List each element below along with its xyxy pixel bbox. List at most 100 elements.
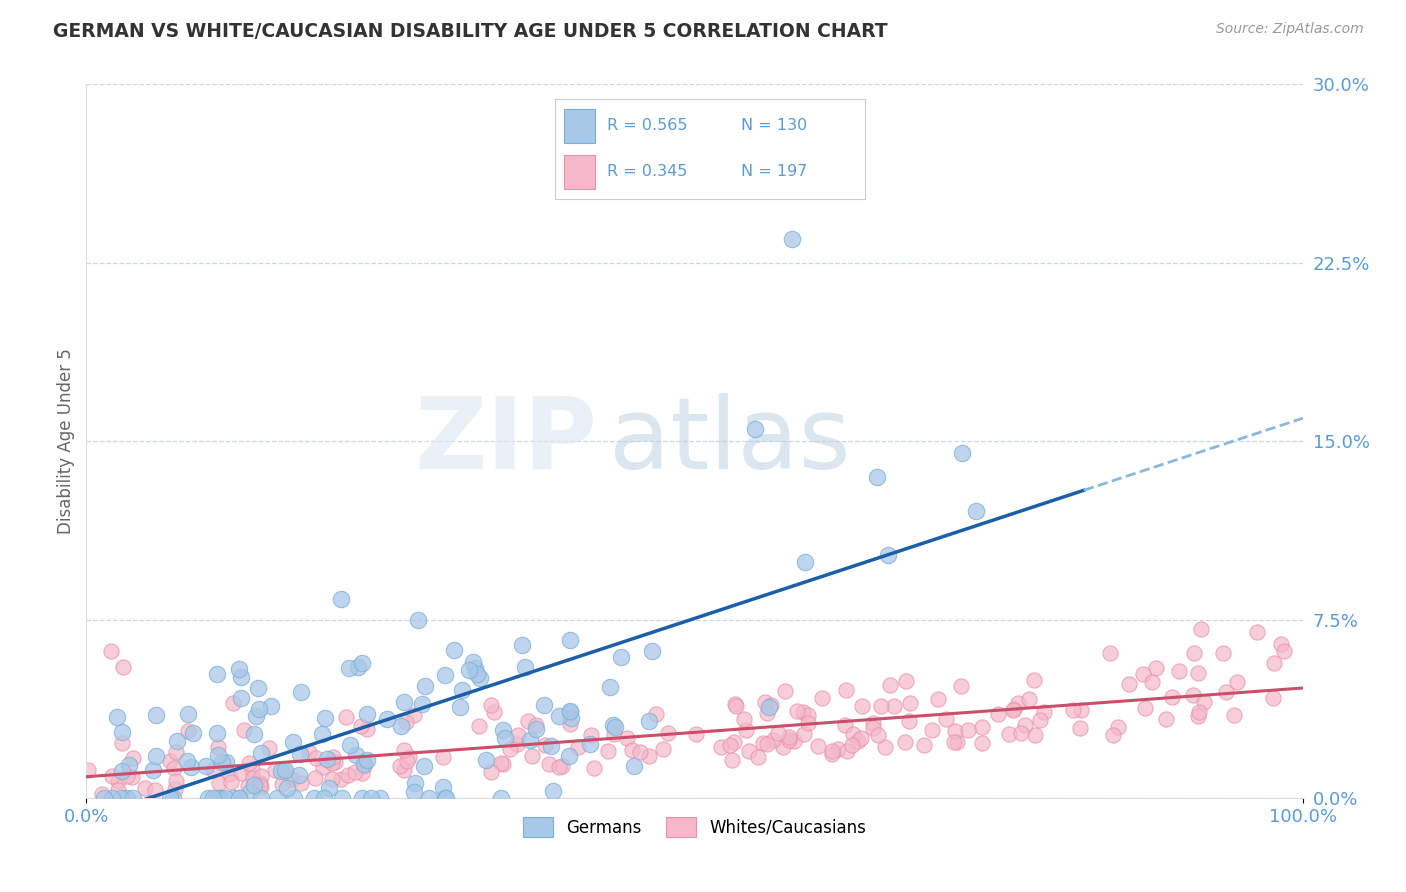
Point bbox=[605, 720, 627, 734]
Point bbox=[290, 776, 312, 790]
Point bbox=[780, 232, 803, 246]
Point bbox=[236, 779, 259, 793]
Text: ZIP: ZIP bbox=[415, 392, 598, 490]
Point bbox=[432, 750, 454, 764]
Point bbox=[1132, 667, 1154, 681]
Point bbox=[229, 690, 252, 705]
Point bbox=[233, 723, 256, 737]
Point bbox=[250, 769, 273, 783]
Point bbox=[811, 690, 834, 705]
Point bbox=[247, 702, 270, 716]
Point bbox=[921, 723, 943, 737]
Point bbox=[350, 657, 373, 671]
Point bbox=[942, 735, 965, 749]
Point bbox=[602, 718, 624, 732]
Point bbox=[875, 740, 897, 755]
Point bbox=[242, 779, 264, 793]
Point bbox=[489, 756, 512, 770]
Point bbox=[841, 738, 863, 752]
Point bbox=[344, 748, 367, 763]
Point bbox=[434, 791, 457, 805]
Point bbox=[413, 680, 436, 694]
Point bbox=[862, 715, 884, 730]
Point bbox=[221, 775, 243, 789]
Point bbox=[786, 704, 808, 718]
Point bbox=[1215, 685, 1237, 699]
Point bbox=[176, 754, 198, 768]
Point bbox=[508, 728, 530, 742]
Point bbox=[506, 737, 529, 751]
Point bbox=[862, 721, 884, 735]
Point bbox=[207, 667, 229, 681]
Point bbox=[1188, 705, 1211, 719]
Point bbox=[492, 723, 515, 738]
Point bbox=[323, 755, 346, 769]
Point bbox=[337, 661, 360, 675]
Point bbox=[159, 754, 181, 768]
Y-axis label: Disability Age Under 5: Disability Age Under 5 bbox=[58, 349, 75, 534]
Point bbox=[321, 772, 343, 786]
Point bbox=[90, 787, 112, 801]
Point bbox=[353, 756, 375, 771]
Point bbox=[1004, 702, 1026, 716]
Point bbox=[93, 791, 115, 805]
Point bbox=[165, 745, 187, 759]
Point bbox=[834, 717, 856, 731]
Point bbox=[159, 791, 181, 805]
Point bbox=[778, 733, 800, 747]
Point bbox=[356, 706, 378, 721]
Point bbox=[470, 671, 492, 685]
Point bbox=[314, 791, 336, 805]
Point bbox=[290, 685, 312, 699]
Point bbox=[162, 791, 184, 805]
Point bbox=[733, 712, 755, 726]
Point bbox=[350, 791, 373, 805]
Point bbox=[558, 717, 581, 731]
Point bbox=[457, 663, 479, 677]
Point bbox=[347, 660, 370, 674]
Point bbox=[567, 739, 589, 754]
Point bbox=[122, 791, 145, 805]
Point bbox=[848, 733, 870, 747]
Point bbox=[551, 758, 574, 772]
Point bbox=[652, 741, 675, 756]
Point bbox=[1133, 701, 1156, 715]
Point bbox=[115, 791, 138, 805]
Point bbox=[288, 768, 311, 782]
Point bbox=[464, 661, 486, 675]
Point bbox=[520, 748, 543, 763]
Point bbox=[1022, 673, 1045, 687]
Point bbox=[1161, 690, 1184, 705]
Point bbox=[830, 113, 852, 128]
Point bbox=[537, 757, 560, 772]
Point bbox=[835, 683, 858, 698]
Point bbox=[598, 744, 620, 758]
Point bbox=[250, 780, 273, 795]
Point bbox=[412, 759, 434, 773]
Point bbox=[794, 555, 817, 569]
Point bbox=[350, 766, 373, 780]
Point bbox=[541, 784, 564, 798]
Legend: Germans, Whites/Caucasians: Germans, Whites/Caucasians bbox=[516, 811, 873, 843]
Point bbox=[215, 755, 238, 769]
Point bbox=[245, 709, 267, 723]
Point bbox=[935, 712, 957, 726]
Point bbox=[143, 782, 166, 797]
Point bbox=[747, 749, 769, 764]
Point bbox=[621, 742, 644, 756]
Point bbox=[404, 776, 426, 790]
Point bbox=[165, 774, 187, 789]
Point bbox=[560, 711, 582, 725]
Point bbox=[142, 763, 165, 777]
Point bbox=[793, 727, 815, 741]
Point bbox=[1018, 692, 1040, 706]
Point bbox=[987, 707, 1010, 722]
Point bbox=[249, 776, 271, 790]
Point bbox=[375, 712, 398, 726]
Point bbox=[579, 737, 602, 751]
Point bbox=[111, 736, 134, 750]
Point bbox=[972, 736, 994, 750]
Point bbox=[547, 760, 569, 774]
Point bbox=[807, 739, 830, 754]
Point bbox=[298, 745, 321, 759]
